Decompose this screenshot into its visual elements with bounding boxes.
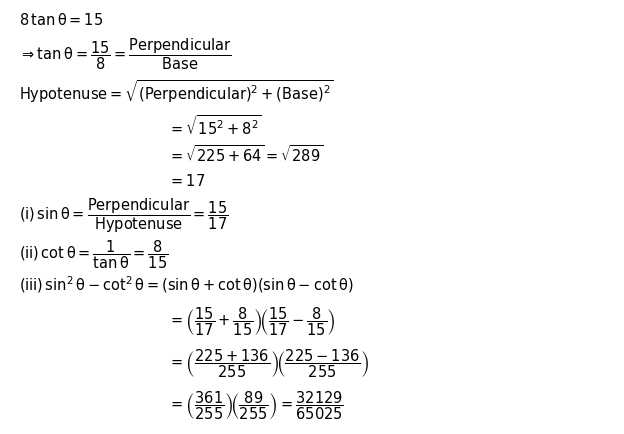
Text: $= 17$: $= 17$: [168, 172, 206, 188]
Text: $\mathrm{(i)\,sin\,\theta} = \dfrac{\mathrm{Perpendicular}}{\mathrm{Hypotenuse}}: $\mathrm{(i)\,sin\,\theta} = \dfrac{\mat…: [19, 196, 228, 234]
Text: $= \sqrt{225 + 64} = \sqrt{289}$: $= \sqrt{225 + 64} = \sqrt{289}$: [168, 144, 324, 164]
Text: $= \sqrt{15^2 + 8^2}$: $= \sqrt{15^2 + 8^2}$: [168, 114, 262, 138]
Text: $\mathrm{(iii)\,sin^2\,\theta - cot^2\,\theta = (sin\,\theta + cot\,\theta)(sin\: $\mathrm{(iii)\,sin^2\,\theta - cot^2\,\…: [19, 274, 353, 295]
Text: $\Rightarrow \mathrm{tan\,\theta} = \dfrac{15}{8} = \dfrac{\mathrm{Perpendicular: $\Rightarrow \mathrm{tan\,\theta} = \dfr…: [19, 36, 232, 72]
Text: $\mathrm{Hypotenuse} = \sqrt{\mathrm{(Perpendicular)}^2 + \mathrm{(Base)}^2}$: $\mathrm{Hypotenuse} = \sqrt{\mathrm{(Pe…: [19, 78, 334, 105]
Text: $= \left(\dfrac{225+136}{255}\right)\!\left(\dfrac{225-136}{255}\right)$: $= \left(\dfrac{225+136}{255}\right)\!\l…: [168, 346, 370, 378]
Text: $\mathrm{(ii)\,cot\,\theta} = \dfrac{1}{\mathrm{tan\,\theta}} = \dfrac{8}{15}$: $\mathrm{(ii)\,cot\,\theta} = \dfrac{1}{…: [19, 238, 168, 270]
Text: $= \left(\dfrac{15}{17}+\dfrac{8}{15}\right)\!\left(\dfrac{15}{17}-\dfrac{8}{15}: $= \left(\dfrac{15}{17}+\dfrac{8}{15}\ri…: [168, 305, 336, 337]
Text: $= \left(\dfrac{361}{255}\right)\!\left(\dfrac{89}{255}\right) = \dfrac{32129}{6: $= \left(\dfrac{361}{255}\right)\!\left(…: [168, 388, 344, 421]
Text: $\mathrm{8\,tan\,\theta = 15}$: $\mathrm{8\,tan\,\theta = 15}$: [19, 12, 103, 27]
